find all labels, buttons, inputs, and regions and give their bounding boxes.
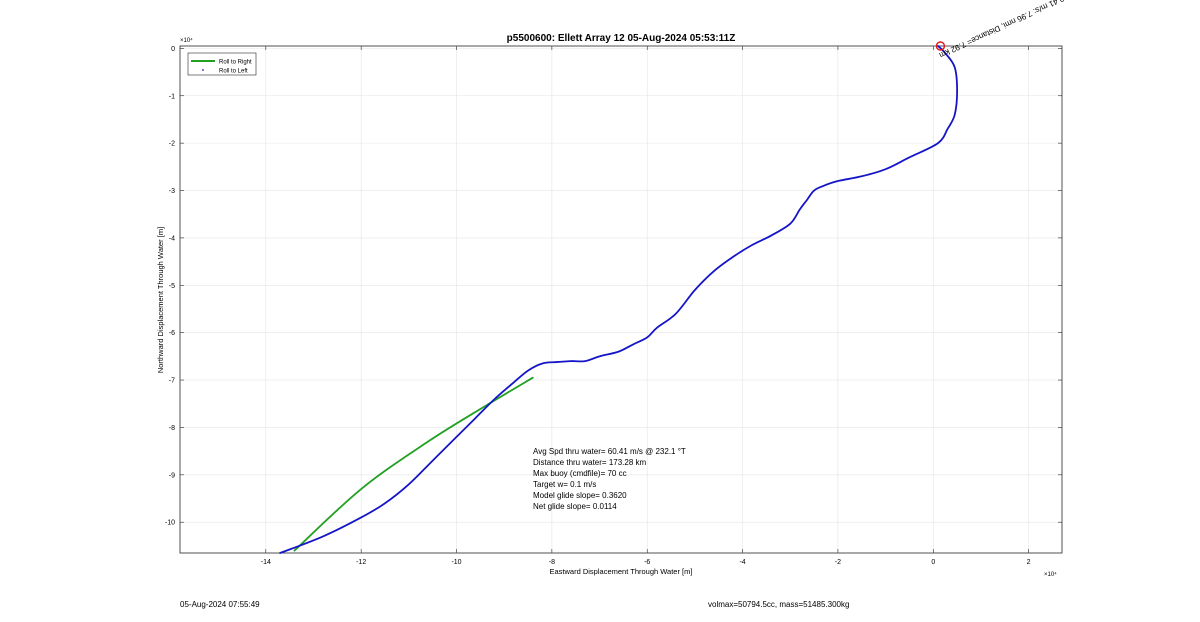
stat-distance: Distance thru water= 173.28 km bbox=[533, 458, 647, 467]
y-tick-label: 0 bbox=[171, 46, 175, 53]
legend-swatch-left bbox=[202, 69, 204, 71]
x-axis-label: Eastward Displacement Through Water [m] bbox=[550, 567, 693, 576]
legend-box bbox=[187, 52, 257, 76]
y-tick-label: -9 bbox=[169, 472, 175, 479]
x-tick-label: -14 bbox=[261, 559, 271, 566]
series-line-roll-to-left bbox=[279, 45, 959, 554]
series-line-roll-to-right bbox=[293, 376, 534, 552]
stat-avg-speed: Avg Spd thru water= 60.41 m/s @ 232.1 °T bbox=[533, 447, 686, 456]
end-marker bbox=[935, 41, 946, 51]
y-tick-label: -8 bbox=[169, 425, 175, 432]
y-tick-label: -3 bbox=[169, 188, 175, 195]
x-tick-label: -2 bbox=[835, 559, 841, 566]
y-tick-label: -2 bbox=[169, 141, 175, 148]
x-tick-label: 0 bbox=[931, 559, 935, 566]
footer-volume-mass: volmax=50794.5cc, mass=51485.300kg bbox=[708, 600, 850, 609]
footer-timestamp: 05-Aug-2024 07:55:49 bbox=[180, 600, 260, 609]
y-axis-exponent: ×10⁴ bbox=[180, 37, 193, 44]
legend-label-right: Roll to Right bbox=[219, 60, 252, 66]
legend-label-left: Roll to Left bbox=[219, 69, 248, 75]
y-tick-label: -7 bbox=[169, 378, 175, 385]
x-tick-label: -10 bbox=[451, 559, 461, 566]
legend: Roll to Right Roll to Left bbox=[187, 52, 257, 76]
stat-net-glide: Net glide slope= 0.0114 bbox=[533, 502, 617, 511]
y-tick-label: -4 bbox=[169, 235, 175, 242]
plot-area bbox=[179, 45, 1063, 554]
x-tick-label: -4 bbox=[739, 559, 745, 566]
y-tick-label: -1 bbox=[169, 93, 175, 100]
stats-annotation: Avg Spd thru water= 60.41 m/s @ 232.1 °T… bbox=[533, 447, 686, 511]
stat-max-buoy: Max buoy (cmdfile)= 70 cc bbox=[533, 469, 627, 478]
y-tick-label: -5 bbox=[169, 283, 175, 290]
x-tick-label: -8 bbox=[549, 559, 555, 566]
x-tick-label: 2 bbox=[1027, 559, 1031, 566]
chart-title: p5500600: Ellett Array 12 05-Aug-2024 05… bbox=[507, 33, 736, 44]
x-tick-label: -6 bbox=[644, 559, 650, 566]
x-tick-label: -12 bbox=[356, 559, 366, 566]
x-axis-exponent: ×10⁴ bbox=[1044, 571, 1057, 578]
series-lines bbox=[279, 41, 959, 554]
stat-target-w: Target w= 0.1 m/s bbox=[533, 480, 596, 489]
y-axis-label: Northward Displacement Through Water [m] bbox=[156, 227, 165, 373]
y-tick-label: -6 bbox=[169, 330, 175, 337]
stat-model-glide: Model glide slope= 0.3620 bbox=[533, 491, 627, 500]
grid-lines bbox=[180, 46, 1062, 553]
axis-ticks: -14 -12 -10 -8 -6 -4 -2 0 2 0 -1 -2 -3 -4 -5 -6 -7 -8 -9 -1… bbox=[165, 46, 1062, 566]
y-tick-label: -10 bbox=[165, 520, 175, 527]
